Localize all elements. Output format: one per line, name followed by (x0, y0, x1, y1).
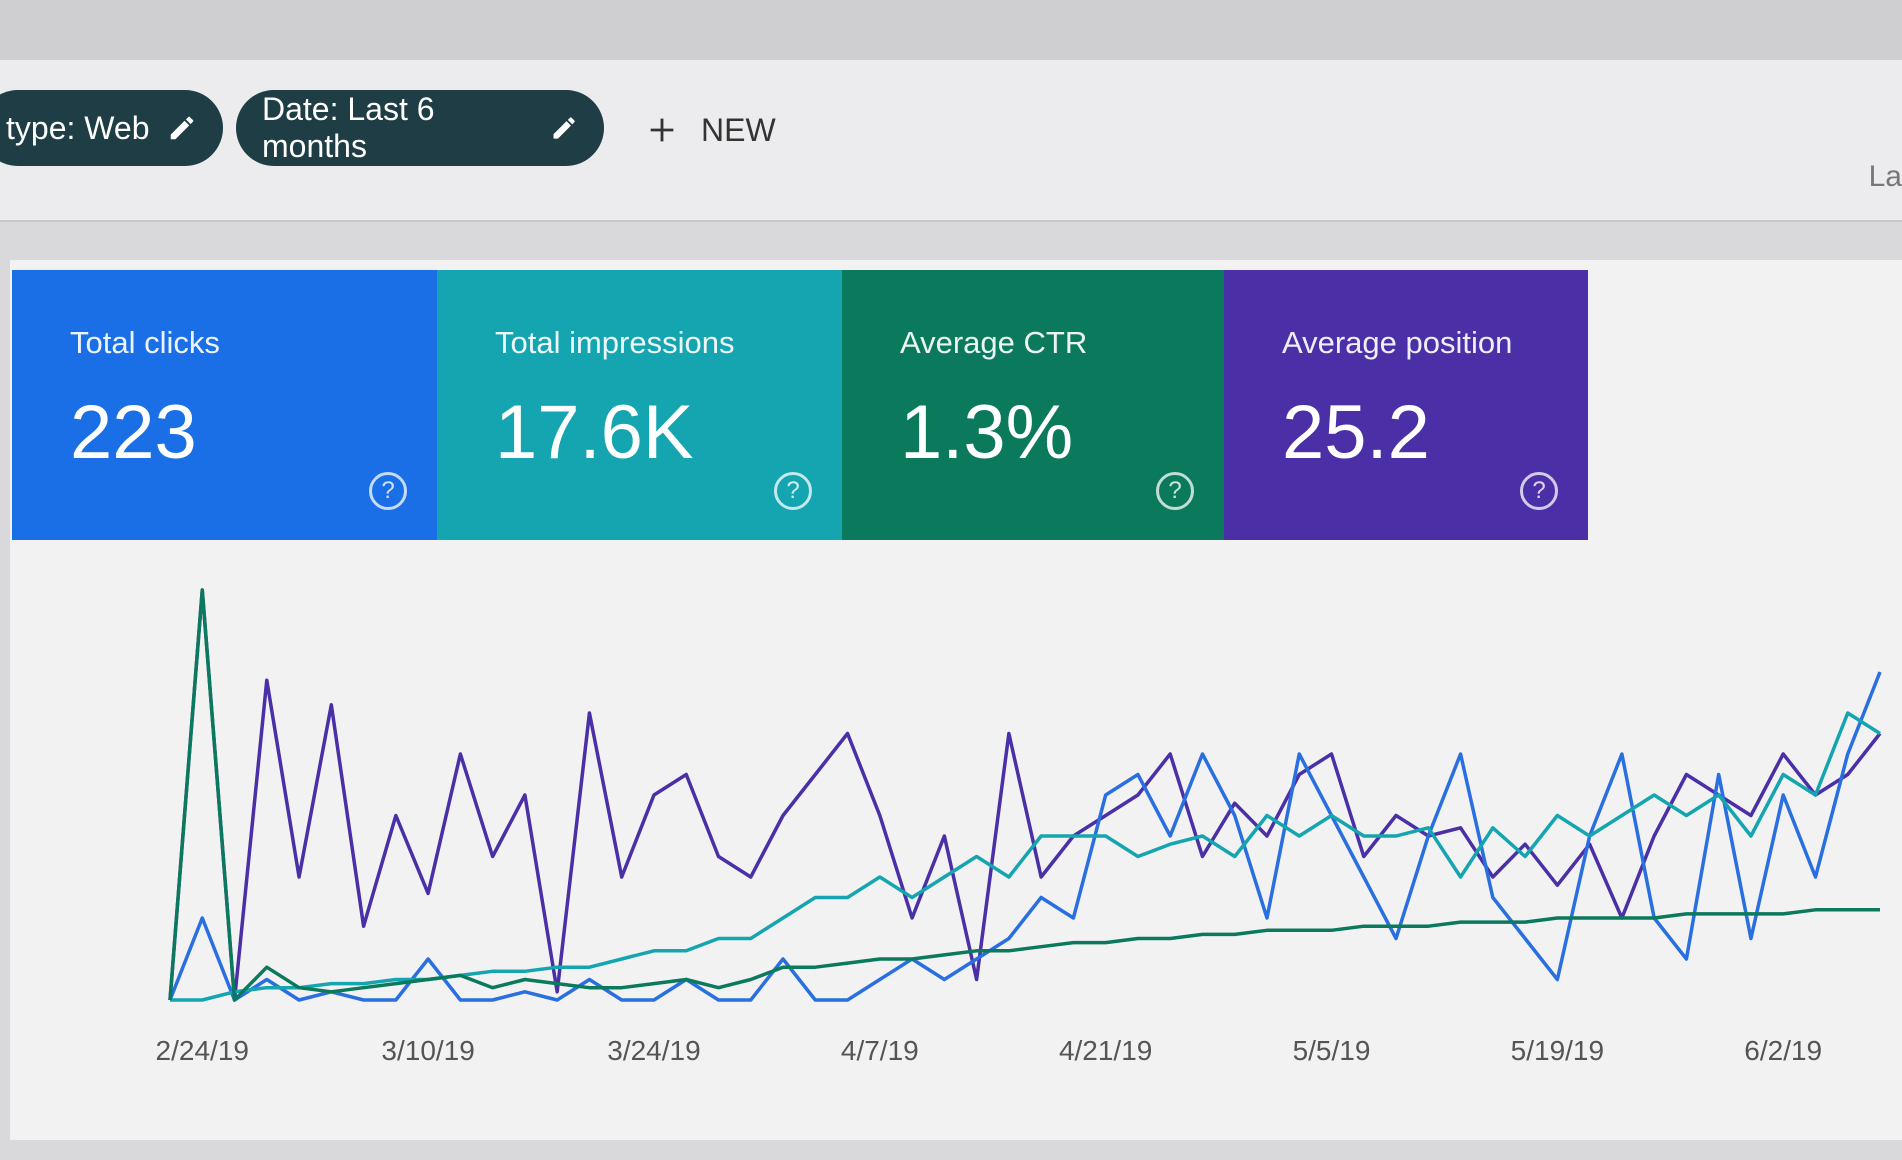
x-tick-label: 2/24/19 (156, 1035, 249, 1066)
cut-off-text: La (1868, 160, 1902, 193)
date-filter-label: Date: Last 6 months (262, 91, 435, 164)
search-type-filter-chip[interactable]: type: Web (0, 90, 224, 166)
card-value: 1.3% (900, 390, 1074, 475)
x-tick-label: 5/19/19 (1511, 1035, 1604, 1066)
card-value: 223 (70, 390, 197, 475)
date-filter-chip[interactable]: Date: Last 6 months (236, 90, 604, 166)
x-tick-label: 4/21/19 (1059, 1035, 1152, 1066)
edit-pencil-icon (553, 117, 575, 139)
search-type-label: type: Web (6, 109, 150, 146)
total-impressions-card[interactable]: Total impressions 17.6K ? (437, 270, 842, 540)
help-icon[interactable]: ? (774, 472, 812, 510)
new-filter-button[interactable]: NEW (645, 100, 776, 160)
series-line-0 (168, 588, 1882, 1002)
performance-chart: 2/24/19 3/10/19 3/24/19 4/7/19 4/21/19 5/5/19… (156, 588, 1882, 1066)
help-icon[interactable]: ? (1520, 472, 1558, 510)
filter-bar: type: Web Date: Last 6 months NEW La (0, 60, 1902, 222)
plus-icon (650, 118, 674, 142)
card-title: Total impressions (495, 325, 735, 360)
card-title: Total clicks (70, 325, 220, 360)
help-icon[interactable]: ? (1156, 472, 1194, 510)
x-tick-label: 5/5/19 (1293, 1035, 1371, 1066)
average-position-card[interactable]: Average position 25.2 ? (1224, 270, 1588, 540)
browser-top (0, 0, 1902, 60)
x-tick-label: 3/24/19 (607, 1035, 700, 1066)
performance-panel: Total clicks 223 ? Total impressions 17.… (10, 260, 1902, 1140)
card-title: Average CTR (900, 325, 1088, 360)
help-icon[interactable]: ? (369, 472, 407, 510)
series-line-1 (168, 671, 1882, 1002)
x-tick-label: 3/10/19 (381, 1035, 474, 1066)
card-value: 17.6K (495, 390, 694, 475)
edit-pencil-icon (171, 116, 194, 140)
x-tick-label: 6/2/19 (1744, 1035, 1822, 1066)
x-tick-label: 4/7/19 (841, 1035, 919, 1066)
card-title: Average position (1282, 325, 1513, 360)
total-clicks-card[interactable]: Total clicks 223 ? (12, 270, 437, 540)
new-label: NEW (701, 111, 776, 148)
average-ctr-card[interactable]: Average CTR 1.3% ? (842, 270, 1224, 540)
series-line-3 (168, 588, 1880, 1002)
card-value: 25.2 (1282, 390, 1430, 475)
